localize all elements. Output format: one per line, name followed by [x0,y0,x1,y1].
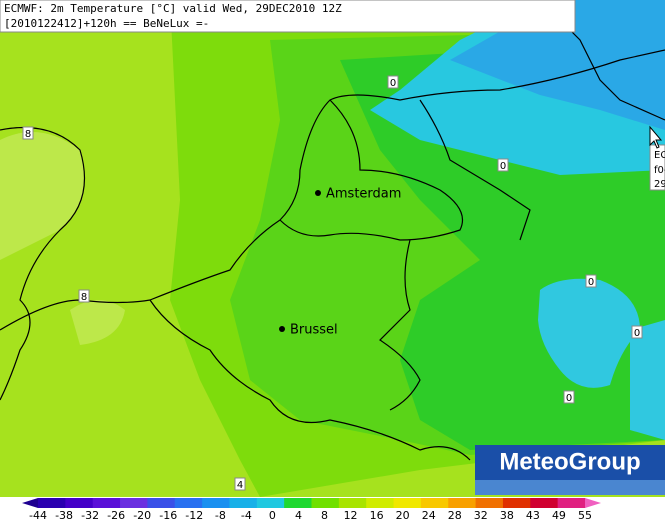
colorbar-label: 38 [500,509,514,522]
colorbar-segment [120,498,148,508]
city-marker [315,190,321,196]
colorbar-segment [502,498,531,508]
contour-label-box [78,289,90,303]
colorbar-label: -12 [185,509,203,522]
colorbar-segment [174,498,203,508]
contour-labels: 0 0 0 0 0 8 8 4 [22,75,643,491]
contour-label: 8 [25,129,31,140]
colorbar-label: -32 [81,509,99,522]
colorbar-label: 12 [344,509,358,522]
contour-label-box [563,390,575,404]
temp-zone [538,278,640,388]
contour-label: 0 [390,78,396,89]
contour-label-box [22,126,34,140]
colorbar-segment [65,498,94,508]
colorbar-label: 49 [552,509,566,522]
contour-label: 4 [237,480,243,491]
colorbar-segment [557,498,586,508]
temp-zone [0,132,85,260]
city-label: Brussel [290,323,338,338]
logo-band [475,480,665,495]
colorbar-segment [420,498,449,508]
contour-label: 0 [634,328,640,339]
colorbar-segment [366,498,395,508]
contour-label-box [497,158,509,172]
colorbar-label: -26 [107,509,125,522]
header-line: ECMWF: 2m Temperature [°C] valid Wed, 29… [4,2,342,15]
contour-label: 0 [588,277,594,288]
colorbar-segment [92,498,121,508]
colorbar-segment [256,498,285,508]
contour-label: 0 [566,393,572,404]
colorbar-segment [229,498,258,508]
colorbar-end [585,498,601,508]
colorbar-segment [475,498,504,508]
colorbar-segment [311,498,340,508]
colorbar-label: -44 [29,509,47,522]
colorbar-label: 16 [370,509,384,522]
colorbar-label: 28 [448,509,462,522]
colorbar-segment [38,498,66,508]
colorbar-label: 24 [422,509,436,522]
colorbar-label: 43 [526,509,540,522]
colorbar: -44 -38 -32 -26 -20 -16 -12 -8 -4 0 4 8 12 16 20 24 28 32… [22,498,601,522]
colorbar-label: -20 [133,509,151,522]
colorbar-segment [448,498,477,508]
header-line: [2010122412]+120h == BeNeLux =- [4,17,209,30]
temp-zone [70,300,125,345]
colorbar-segment [530,498,559,508]
colorbar-segment [338,498,367,508]
colorbar-segment [284,498,312,508]
contour-label-box [387,75,399,89]
colorbar-label: -38 [55,509,73,522]
contour-label-box [631,325,643,339]
colorbar-label: -8 [215,509,226,522]
colorbar-label: 20 [396,509,410,522]
city-label: Amsterdam [326,187,401,202]
colorbar-label: 32 [474,509,488,522]
colorbar-label: -16 [159,509,177,522]
temp-zone [630,320,665,440]
contour-label: 0 [500,161,506,172]
colorbar-label: -4 [241,509,252,522]
header-box [0,0,576,33]
cursor [649,125,663,149]
colorbar-segment [393,498,422,508]
colorbar-segment [202,498,230,508]
colorbar-label: 8 [321,509,328,522]
colorbar-label: 4 [295,509,302,522]
tooltip-line: f0- [654,165,665,176]
contour-label-box [585,274,597,288]
colorbar-label: 55 [578,509,592,522]
tooltip-line: 29 [654,179,665,190]
contour-label: 8 [81,292,87,303]
colorbar-end [22,498,38,508]
colorbar-label: 0 [269,509,276,522]
colorbar-segment [147,498,176,508]
contour-label-box [234,477,246,491]
logo-text: MeteoGroup [499,448,640,475]
city-marker [279,326,285,332]
tooltip-line: EC [654,150,665,161]
